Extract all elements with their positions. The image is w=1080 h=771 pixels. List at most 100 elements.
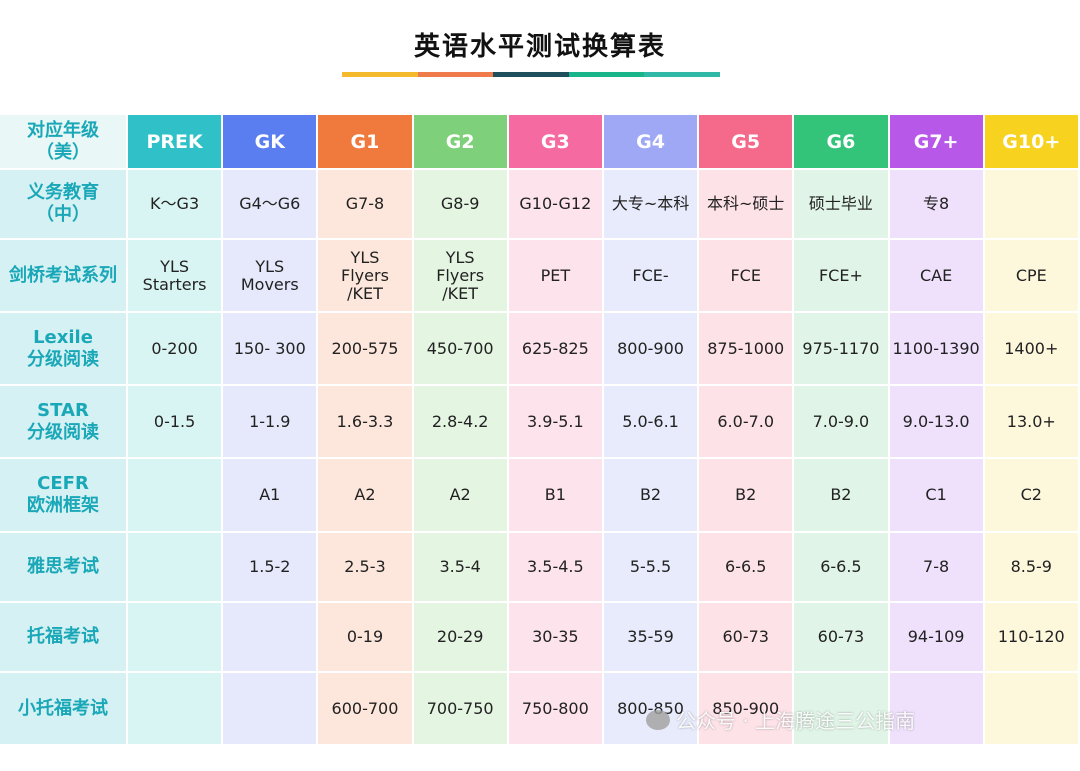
table-cell: 750-800	[508, 673, 604, 746]
table-cell: 专8	[889, 170, 985, 240]
table-cell: 850-900	[699, 673, 795, 746]
title-underline-segment	[493, 72, 569, 77]
table-cell: CPE	[984, 240, 1080, 313]
table-cell: 20-29	[413, 603, 509, 673]
table-cell	[128, 533, 224, 603]
table-cell: 450-700	[413, 313, 509, 386]
table-cell: 0-200	[128, 313, 224, 386]
table-cell: YLS Flyers /KET	[318, 240, 414, 313]
table-cell: 2.5-3	[318, 533, 414, 603]
row-label: 义务教育 （中）	[0, 170, 128, 240]
table-cell: 94-109	[889, 603, 985, 673]
row-label: Lexile 分级阅读	[0, 313, 128, 386]
table-cell: FCE+	[794, 240, 890, 313]
table-cell: 6.0-7.0	[699, 386, 795, 459]
table-cell: G8-9	[413, 170, 509, 240]
table-cell: G10-G12	[508, 170, 604, 240]
table-cell: 60-73	[794, 603, 890, 673]
table-cell: B2	[603, 459, 700, 533]
grade-header-prek: PREK	[128, 115, 224, 170]
title-underline-segment	[417, 72, 494, 77]
table-cell: 2.8-4.2	[413, 386, 509, 459]
table-cell: 6-6.5	[699, 533, 795, 603]
table-cell: 13.0+	[984, 386, 1080, 459]
table-cell	[223, 603, 319, 673]
table-cell	[128, 673, 224, 746]
watermark: 公众号 · 上海腾途三公指南	[646, 705, 915, 734]
title-underline-segment	[342, 72, 418, 77]
title-underline-segment	[568, 72, 645, 77]
table-cell: B2	[699, 459, 795, 533]
table-cell: 9.0-13.0	[889, 386, 985, 459]
table-cell: YLS Movers	[223, 240, 319, 313]
row-label: 剑桥考试系列	[0, 240, 128, 313]
table-cell: 0-1.5	[128, 386, 224, 459]
grade-header-g4: G4	[603, 115, 700, 170]
grade-header-g10plus: G10+	[984, 115, 1080, 170]
row-label: CEFR 欧洲框架	[0, 459, 128, 533]
table-cell: CAE	[889, 240, 985, 313]
page-title: 英语水平测试换算表	[413, 32, 666, 62]
table-cell: 875-1000	[699, 313, 795, 386]
wechat-icon	[646, 709, 670, 730]
table-cell: 6-6.5	[794, 533, 890, 603]
table-cell: A2	[318, 459, 414, 533]
table-cell: A1	[223, 459, 319, 533]
table-cell: FCE-	[603, 240, 700, 313]
table-cell: 800-900	[603, 313, 700, 386]
table-cell: G4～G6	[223, 170, 319, 240]
table-cell: 5.0-6.1	[603, 386, 700, 459]
grade-header-g2: G2	[413, 115, 509, 170]
table-cell: 1.5-2	[223, 533, 319, 603]
table-cell: FCE	[699, 240, 795, 313]
table-cell: C2	[984, 459, 1080, 533]
table-cell: 3.5-4	[413, 533, 509, 603]
table-cell: 7.0-9.0	[794, 386, 890, 459]
table-cell: B2	[794, 459, 890, 533]
table-cell	[889, 673, 985, 746]
table-cell: 8.5-9	[984, 533, 1080, 603]
conversion-table: 对应年级 （美） PREK GK G1 G2 G3 G4 G5 G6 G7+ G10+ 义务教育 （中…	[0, 115, 1080, 750]
table-cell: 200-575	[318, 313, 414, 386]
table-cell: 975-1170	[794, 313, 890, 386]
table-cell: 625-825	[508, 313, 604, 386]
watermark-text: 公众号 · 上海腾途三公指南	[676, 709, 916, 733]
table-cell: K～G3	[128, 170, 224, 240]
row-label: 雅思考试	[0, 533, 128, 603]
table-cell: 5-5.5	[603, 533, 700, 603]
table-cell: YLS Starters	[128, 240, 224, 313]
table-cell: 本科~硕士	[699, 170, 795, 240]
table-cell: G7-8	[318, 170, 414, 240]
grade-header-g1: G1	[318, 115, 414, 170]
row-label: 托福考试	[0, 603, 128, 673]
grade-header-gk: GK	[223, 115, 319, 170]
table-cell: 1400+	[984, 313, 1080, 386]
table-cell: 30-35	[508, 603, 604, 673]
table-cell	[128, 603, 224, 673]
table-cell: 1100-1390	[889, 313, 985, 386]
table-cell	[128, 459, 224, 533]
header-row-label: 对应年级 （美）	[0, 115, 128, 170]
grade-header-g5: G5	[699, 115, 795, 170]
table-cell: 600-700	[318, 673, 414, 746]
table-cell: 1-1.9	[223, 386, 319, 459]
title-underline-segment	[644, 72, 720, 77]
table-cell: PET	[508, 240, 604, 313]
table-cell: 110-120	[984, 603, 1080, 673]
table-cell: C1	[889, 459, 985, 533]
row-label: STAR 分级阅读	[0, 386, 128, 459]
table-cell: 0-19	[318, 603, 414, 673]
table-cell: 硕士毕业	[794, 170, 890, 240]
table-cell: 1.6-3.3	[318, 386, 414, 459]
table-cell: 800-850	[603, 673, 700, 746]
table-cell: 7-8	[889, 533, 985, 603]
table-cell	[984, 673, 1080, 746]
table-cell: 3.9-5.1	[508, 386, 604, 459]
table-cell: 700-750	[413, 673, 509, 746]
table-cell: 3.5-4.5	[508, 533, 604, 603]
table-cell: 35-59	[603, 603, 700, 673]
row-label: 小托福考试	[0, 673, 128, 746]
table-cell: B1	[508, 459, 604, 533]
table-cell	[794, 673, 890, 746]
table-cell: 60-73	[699, 603, 795, 673]
